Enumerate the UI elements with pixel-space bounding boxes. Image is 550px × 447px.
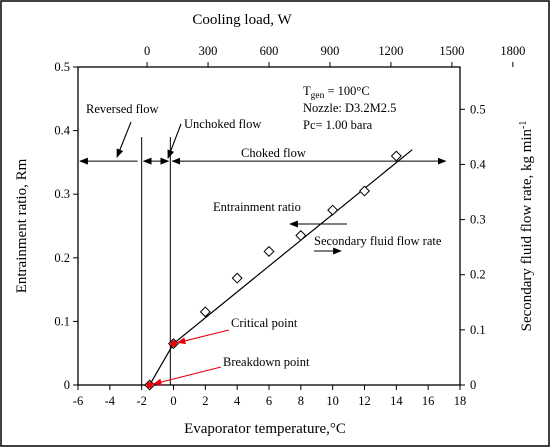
x-tick-label: 18 [454, 394, 467, 408]
x-tick-label: -2 [136, 394, 146, 408]
series-label-secondary: Secondary fluid flow rate [314, 234, 442, 248]
x-tick-label: 12 [358, 394, 371, 408]
data-point-diamond [231, 272, 243, 284]
x-tick-label: 4 [234, 394, 241, 408]
breakdown-point-label: Breakdown point [223, 355, 310, 369]
info-tgen-main: T [303, 84, 311, 98]
data-point-diamond [358, 185, 371, 197]
x-tick-label: 10 [326, 394, 339, 408]
x-tick-label: 6 [266, 394, 272, 408]
region-label-unchoked: Unchoked flow [184, 117, 261, 131]
top-tick-label: 300 [199, 44, 218, 58]
critical-point-marker [170, 340, 177, 347]
breakdown-point-marker [146, 381, 153, 389]
region-label-reversed: Reversed flow [86, 102, 159, 116]
info-pc: Pc= 1.00 bara [303, 118, 373, 132]
right-tick-label: 0.3 [470, 213, 486, 227]
highlight-callouts [146, 329, 230, 389]
right-tick-label: 0.2 [470, 268, 486, 282]
data-markers [144, 150, 402, 391]
x-tick-label: 8 [298, 394, 304, 408]
top-tick-label: 1200 [378, 44, 403, 58]
data-point-diamond [263, 245, 275, 257]
y-tick-label: 0 [64, 378, 70, 392]
critical-point-label: Critical point [231, 316, 298, 330]
right-tick-label: 0 [470, 378, 476, 392]
x-tick-label: -6 [73, 394, 83, 408]
right-tick-label: 0.4 [470, 157, 486, 171]
info-tgen: Tgen = 100°C [303, 84, 370, 101]
data-point-diamond [295, 230, 307, 242]
x-tick-label: -4 [105, 394, 116, 408]
annotation-arrows [79, 121, 447, 255]
y-tick-label: 0.3 [54, 187, 70, 201]
info-tgen-sub: gen [311, 91, 325, 101]
info-nozzle: Nozzle: D3.2M2.5 [303, 101, 396, 115]
y-tick-label: 0.1 [54, 314, 70, 328]
data-point-diamond [390, 150, 402, 162]
right-axis-title-main: Secondary fluid flow rate, kg min [519, 128, 535, 331]
x-tick-label: 2 [202, 394, 208, 408]
right-tick-label: 0.1 [470, 323, 486, 337]
data-point-diamond [199, 306, 211, 318]
series-label-entrainment: Entrainment ratio [213, 200, 301, 214]
top-tick-label: 1800 [500, 44, 525, 58]
top-tick-label: 1500 [439, 44, 464, 58]
top-tick-label: 900 [321, 44, 340, 58]
x-axis-title: Evaporator temperature,°C [184, 421, 346, 437]
info-tgen-rest: = 100°C [324, 84, 369, 98]
region-label-choked: Choked flow [241, 146, 306, 160]
y-axis-title: Entrainment ratio, Rm [14, 158, 30, 293]
right-axis-title: Secondary fluid flow rate, kg min-1 [518, 121, 535, 332]
x-tick-label: 16 [422, 394, 435, 408]
reversed-flow-pointer [116, 121, 132, 158]
right-axis-title-sup: -1 [518, 121, 529, 129]
breakdown-point-pointer [152, 366, 222, 386]
unchoked-flow-pointer [167, 123, 182, 159]
top-tick-label: 0 [144, 44, 150, 58]
critical-point-pointer [176, 329, 230, 345]
y-tick-label: 0.4 [54, 124, 70, 138]
axis-ticks [73, 62, 514, 390]
x-tick-label: 14 [390, 394, 403, 408]
x-tick-label: 0 [170, 394, 176, 408]
top-tick-label: 600 [260, 44, 279, 58]
top-axis-title: Cooling load, W [192, 12, 292, 28]
tick-labels: -6 -4 -2 0 2 4 6 8 10 12 14 16 1800.10.20.30.40.50 30… [54, 44, 525, 408]
right-tick-label: 0.5 [470, 102, 486, 116]
y-tick-label: 0.2 [54, 251, 70, 265]
data-point-diamond [327, 204, 339, 216]
y-tick-label: 0.5 [54, 60, 70, 74]
